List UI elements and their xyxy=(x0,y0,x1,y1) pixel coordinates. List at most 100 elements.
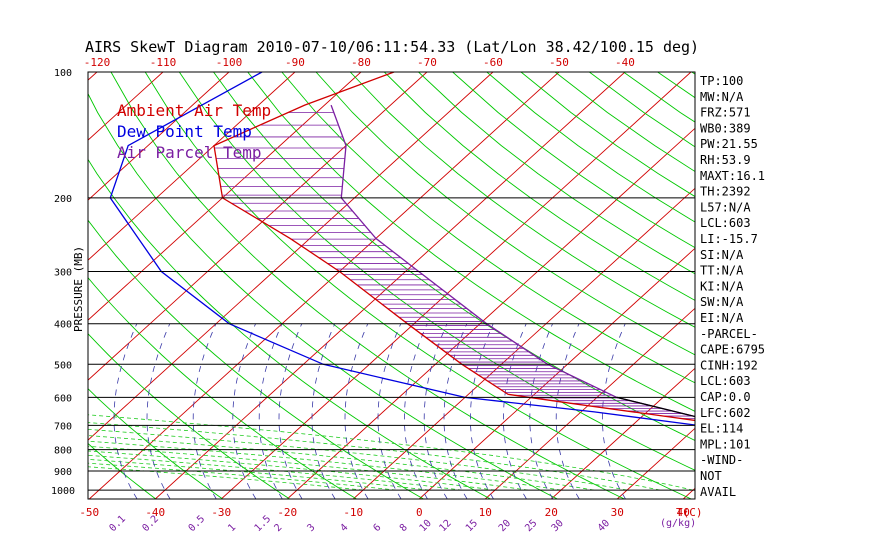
moist-adiabat xyxy=(88,454,463,491)
isobars xyxy=(88,197,695,491)
index-item: EL:114 xyxy=(700,422,743,436)
index-item: CAPE:6795 xyxy=(700,343,765,357)
isotherm-line xyxy=(352,187,695,499)
index-item: AVAIL xyxy=(700,485,736,499)
index-item: L57:N/A xyxy=(700,200,751,214)
isotherm-line xyxy=(88,72,296,261)
bottom-temp-tick: -40 xyxy=(145,506,165,519)
isotherm-line xyxy=(484,307,695,499)
top-temp-tick: -110 xyxy=(150,56,177,69)
dry-adiabat xyxy=(88,276,357,499)
index-item: MW:N/A xyxy=(700,90,744,104)
index-item: FRZ:571 xyxy=(700,106,751,120)
pressure-tick-label: 700 xyxy=(54,421,72,432)
dry-adiabat xyxy=(418,72,695,275)
mixing-ratio-line xyxy=(192,323,217,499)
bottom-temp-tick: 40 xyxy=(677,506,690,519)
bottom-temp-tick: 20 xyxy=(545,506,558,519)
dry-adiabat xyxy=(88,219,424,499)
index-item: SW:N/A xyxy=(700,295,744,309)
mixing-ratio-tick: 0.1 xyxy=(107,514,128,535)
index-item: -PARCEL- xyxy=(700,327,758,341)
mixing-ratio-line xyxy=(113,323,138,499)
index-item: WB0:389 xyxy=(700,121,751,135)
top-temp-tick: -90 xyxy=(285,56,305,69)
dry-adiabat xyxy=(452,72,695,249)
index-item: MAXT:16.1 xyxy=(700,169,765,183)
isotherm-line xyxy=(616,427,695,499)
isotherm-line xyxy=(418,247,695,499)
mixing-ratio-tick: 0.5 xyxy=(187,514,208,535)
mixing-ratio-tick: 3 xyxy=(305,522,317,534)
mixing-ratio-tick: 2 xyxy=(272,522,284,534)
pressure-tick-label: 200 xyxy=(54,194,72,205)
pressure-tick-label: 900 xyxy=(54,467,72,478)
chart-title: AIRS SkewT Diagram 2010-07-10/06:11:54.3… xyxy=(85,38,699,56)
bottom-temp-tick: -20 xyxy=(277,506,297,519)
top-temp-tick: -120 xyxy=(84,56,111,69)
mixing-ratio-line xyxy=(469,323,494,499)
mixing-ratio-tick: 12 xyxy=(437,518,453,534)
mixing-ratio-line xyxy=(278,323,303,499)
mixing-ratio-tick: 20 xyxy=(497,518,513,534)
pressure-tick-label: 1000 xyxy=(51,486,75,497)
dry-adiabat xyxy=(88,388,223,499)
mixing-ratio-tick: 15 xyxy=(464,518,480,534)
index-item: -WIND- xyxy=(700,453,743,467)
series-line-2 xyxy=(330,104,695,418)
mixing-ratio-tick: 1 xyxy=(226,522,238,534)
isotherm-line xyxy=(88,72,560,499)
mixing-ratio-tick: 25 xyxy=(523,518,539,534)
isotherm-line xyxy=(550,367,695,499)
mixing-ratio-tick: 4 xyxy=(338,522,350,534)
isotherm-line xyxy=(154,72,626,499)
pressure-tick-label: 800 xyxy=(54,446,72,457)
mixing-ratio-line xyxy=(423,323,448,499)
index-item: RH:53.9 xyxy=(700,153,751,167)
index-item: SI:N/A xyxy=(700,248,744,262)
bottom-temp-tick: -30 xyxy=(211,506,231,519)
top-temp-tick: -60 xyxy=(483,56,503,69)
index-item: TH:2392 xyxy=(700,185,751,199)
bottom-temp-tick: 30 xyxy=(611,506,624,519)
index-item: EI:N/A xyxy=(700,311,744,325)
index-item: LCL:603 xyxy=(700,216,751,230)
mixing-ratio-units: (g/kg) xyxy=(660,518,696,529)
index-item: CAP:0.0 xyxy=(700,390,751,404)
top-temp-tick: -100 xyxy=(216,56,243,69)
mixing-ratio-line xyxy=(232,323,257,499)
index-item: NOT xyxy=(700,469,722,483)
mixing-ratio-line xyxy=(344,323,369,499)
bottom-temp-tick: -10 xyxy=(343,506,363,519)
mixing-ratio-tick: 6 xyxy=(371,522,383,534)
index-item: PW:21.55 xyxy=(700,137,758,151)
parcel-surface-segment xyxy=(616,396,695,418)
isotherm-line xyxy=(749,72,870,499)
mixing-ratio-tick: 1.5 xyxy=(253,514,274,535)
top-temp-ticks: -120 -110 -100 -90 -80 -70 -60 -50 -40 xyxy=(84,56,635,69)
bottom-temp-tick: 0 xyxy=(416,506,423,519)
dry-adiabat xyxy=(383,72,695,301)
mixing-ratio-tick: 8 xyxy=(398,522,410,534)
bottom-temp-tick: -50 xyxy=(79,506,99,519)
dry-adiabat xyxy=(349,72,695,328)
isotherm-line xyxy=(286,127,695,499)
mixing-ratio-line xyxy=(403,323,428,499)
y-axis-label: PRESSURE (MB) xyxy=(72,246,85,332)
isotherm-line xyxy=(88,72,494,441)
legend-entry: Ambient Air Temp xyxy=(117,101,271,120)
index-item: CINH:192 xyxy=(700,358,758,372)
top-temp-tick: -70 xyxy=(417,56,437,69)
mixing-ratio-line xyxy=(258,323,283,499)
moist-adiabat xyxy=(88,414,694,491)
legend: Ambient Air Temp Dew Point Temp Air Parcel… xyxy=(117,101,271,162)
dry-adiabat xyxy=(247,72,695,412)
index-item: LI:-15.7 xyxy=(700,232,758,246)
moist-adiabat xyxy=(88,422,661,491)
mixing-ratio-line xyxy=(601,323,626,499)
legend-entry: Air Parcel Temp xyxy=(117,143,262,162)
mixing-ratio-line xyxy=(311,323,336,499)
bottom-temp-ticks: -50 -40 -30 -20 -10 0 10 20 30 40 xyxy=(79,506,690,519)
